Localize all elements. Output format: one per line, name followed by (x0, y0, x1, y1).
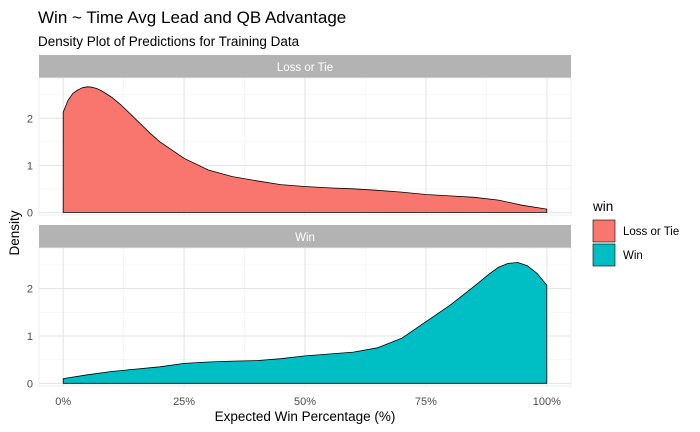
y-axis-title: Density (7, 210, 22, 255)
y-tick-label: 2 (27, 284, 33, 296)
x-axis-title: Expected Win Percentage (%) (215, 409, 396, 424)
legend-label: Loss or Tie (623, 226, 679, 238)
y-tick-label: 0 (27, 378, 33, 390)
y-tick-label: 2 (27, 113, 33, 125)
y-tick-label: 0 (27, 207, 33, 219)
legend-label: Win (623, 250, 643, 262)
facet-strip-label: Win (295, 232, 315, 244)
legend-key (592, 219, 616, 243)
chart-title: Win ~ Time Avg Lead and QB Advantage (38, 8, 346, 27)
y-tick-label: 1 (27, 160, 33, 172)
facet-strip (39, 55, 571, 78)
facet-panel: Win 0 1 2 (27, 225, 572, 390)
y-tick-label: 1 (27, 331, 33, 343)
x-tick-label: 100% (533, 396, 561, 408)
density-area (62, 86, 548, 213)
x-axis: 0% 25% 50% 75% 100% (55, 396, 561, 408)
facet-panel: Loss or Tie 0 1 2 (27, 55, 572, 219)
density-area (62, 262, 548, 384)
chart-subtitle: Density Plot of Predictions for Training… (38, 34, 300, 49)
x-tick-label: 25% (173, 396, 195, 408)
legend-key (592, 243, 616, 267)
x-tick-label: 75% (415, 396, 437, 408)
facet-strip (39, 225, 571, 248)
facet-panels: Loss or Tie 0 1 2 Win 0 1 2 (27, 55, 572, 390)
facet-strip-label: Loss or Tie (277, 62, 333, 74)
legend-title: win (592, 199, 613, 214)
legend: win Loss or Tie Win (592, 199, 679, 267)
x-tick-label: 50% (294, 396, 316, 408)
x-tick-label: 0% (55, 396, 71, 408)
